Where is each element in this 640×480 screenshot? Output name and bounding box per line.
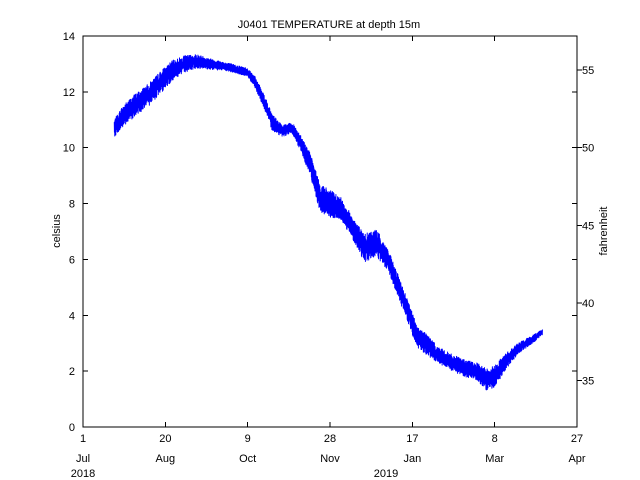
y2-axis-label: fahrenheit	[598, 207, 610, 256]
y-tick-label: 8	[69, 199, 75, 211]
x-tick-month-label: Apr	[568, 453, 585, 465]
x-tick-day-label: 28	[324, 433, 336, 445]
y2-tick-label: 55	[582, 65, 594, 77]
x-axis-year-labels: 2018 2019	[71, 468, 398, 480]
y2-tick-label: 40	[582, 298, 594, 310]
x-tick-day-label: 20	[159, 433, 171, 445]
y2-tick-label: 45	[582, 220, 594, 232]
y-axis-label: celsius	[51, 214, 63, 248]
x-year-label: 2018	[71, 468, 95, 480]
x-tick-month-label: Jul	[76, 453, 90, 465]
x-tick-day-label: 8	[492, 433, 498, 445]
x-year-label: 2019	[374, 468, 398, 480]
plot-area	[113, 54, 543, 391]
y-tick-label: 12	[63, 87, 75, 99]
chart-title: J0401 TEMPERATURE at depth 15m	[238, 19, 420, 31]
x-tick-day-label: 27	[571, 433, 583, 445]
y-axis-right: 35 40 45 50 55	[577, 65, 594, 387]
temperature-series-line	[113, 54, 543, 391]
y-tick-label: 10	[63, 143, 75, 155]
x-tick-day-label: 1	[80, 433, 86, 445]
x-tick-month-label: Aug	[156, 453, 176, 465]
x-tick-month-label: Jan	[403, 453, 421, 465]
y-tick-label: 0	[69, 422, 75, 434]
x-tick-day-label: 17	[406, 433, 418, 445]
y2-tick-label: 50	[582, 143, 594, 155]
y-tick-label: 6	[69, 254, 75, 266]
x-tick-day-label: 9	[245, 433, 251, 445]
x-tick-month-label: Nov	[320, 453, 340, 465]
x-axis: 1 Jul 20 Aug 9 Oct 28 Nov 17 Jan 8 Mar 27 Apr	[76, 36, 586, 465]
y-axis-left: 0 2 4 6 8 10 12 14	[63, 31, 577, 434]
y-tick-label: 4	[69, 310, 75, 322]
y2-tick-label: 35	[582, 375, 594, 387]
y-tick-label: 14	[63, 31, 75, 43]
y-tick-label: 2	[69, 366, 75, 378]
x-tick-month-label: Oct	[239, 453, 256, 465]
x-tick-month-label: Mar	[485, 453, 504, 465]
